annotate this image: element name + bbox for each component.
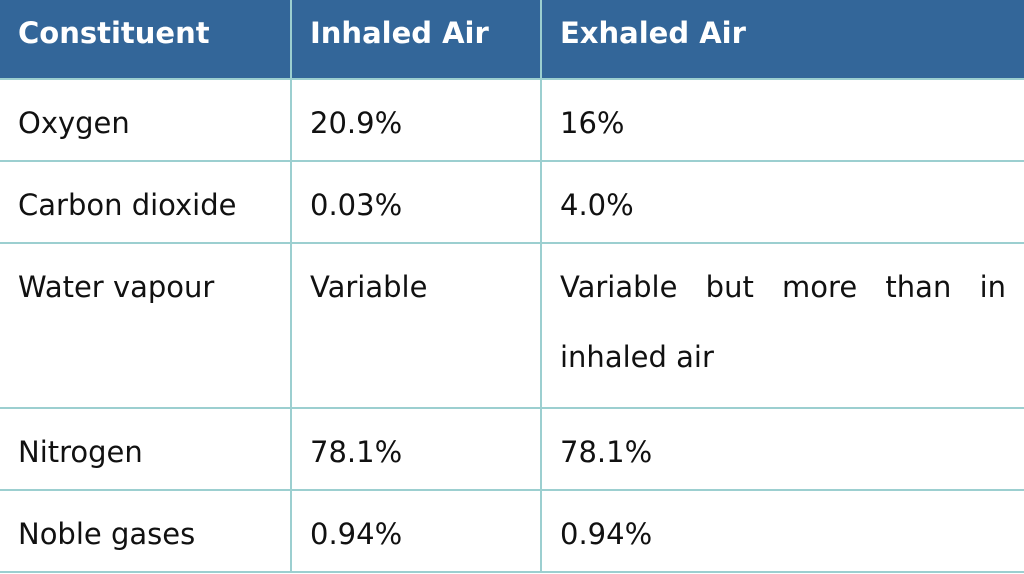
header-row: Constituent Inhaled Air Exhaled Air	[0, 0, 1024, 80]
cell: Carbon dioxide	[0, 160, 292, 244]
cell: Variable but more than in inhaled air	[540, 242, 1024, 409]
cell: Variable	[290, 242, 542, 409]
cell: 16%	[540, 78, 1024, 162]
cell: 0.94%	[540, 489, 1024, 573]
cell: 78.1%	[290, 407, 542, 491]
cell: 4.0%	[540, 160, 1024, 244]
header-cell: Constituent	[0, 0, 292, 80]
cell: 78.1%	[540, 407, 1024, 491]
row: Carbon dioxide 0.03% 4.0%	[0, 160, 1024, 244]
header-cell: Exhaled Air	[540, 0, 1024, 80]
row: Oxygen 20.9% 16%	[0, 78, 1024, 162]
cell: Noble gases	[0, 489, 292, 573]
cell: Nitrogen	[0, 407, 292, 491]
row: Noble gases 0.94% 0.94%	[0, 489, 1024, 573]
cell: 0.03%	[290, 160, 542, 244]
cell: Oxygen	[0, 78, 292, 162]
row: Water vapour Variable Variable but more …	[0, 242, 1024, 409]
cell: Water vapour	[0, 242, 292, 409]
cell: 20.9%	[290, 78, 542, 162]
row: Nitrogen 78.1% 78.1%	[0, 407, 1024, 491]
cell: 0.94%	[290, 489, 542, 573]
header-cell: Inhaled Air	[290, 0, 542, 80]
